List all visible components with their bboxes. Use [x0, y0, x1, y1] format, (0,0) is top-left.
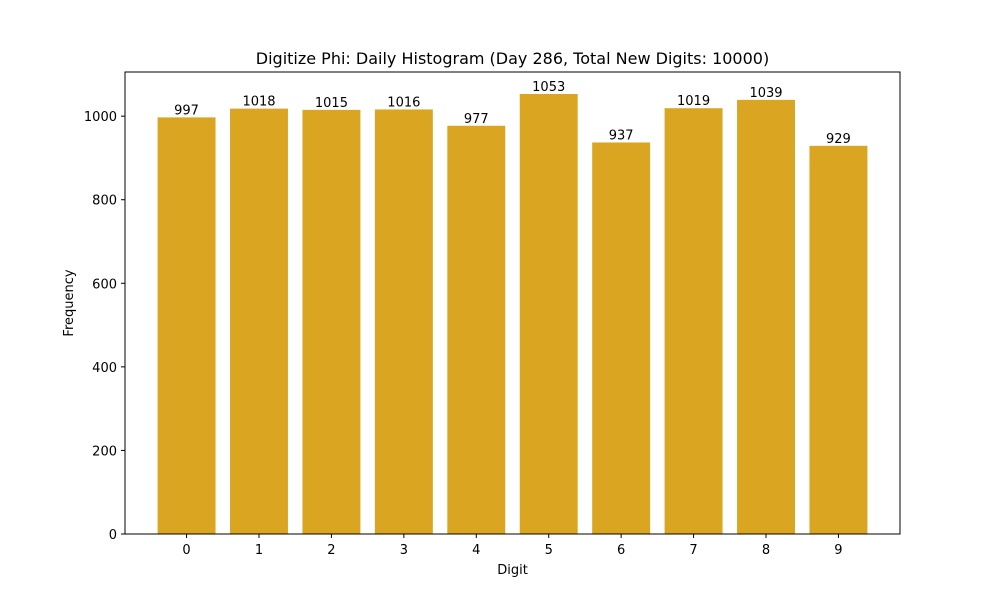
- x-tick-label: 6: [617, 543, 625, 558]
- bar-data-label: 997: [174, 103, 199, 118]
- bar-digit-6: [592, 142, 651, 534]
- x-tick-label: 9: [834, 543, 842, 558]
- x-tick-label: 4: [472, 543, 480, 558]
- x-tick-label: 3: [400, 543, 408, 558]
- y-tick-label: 800: [92, 194, 117, 209]
- x-tick-label: 8: [762, 543, 770, 558]
- bar-digit-3: [374, 109, 433, 535]
- x-axis-label: Digit: [497, 563, 528, 578]
- bar-data-label: 977: [464, 112, 489, 127]
- bar-digit-2: [302, 109, 361, 534]
- x-tick-label: 1: [255, 543, 263, 558]
- x-tick-label: 2: [327, 543, 335, 558]
- y-tick-label: 600: [92, 277, 117, 292]
- bar-data-label: 1039: [749, 86, 782, 101]
- y-tick-label: 400: [92, 361, 117, 376]
- bar-data-label: 1015: [315, 96, 348, 111]
- bar-digit-8: [737, 99, 795, 535]
- bar-digit-1: [230, 108, 288, 534]
- bar-data-label: 1053: [532, 80, 565, 95]
- bar-digit-5: [519, 94, 578, 534]
- bar-digit-4: [447, 125, 506, 534]
- bar-data-label: 1018: [242, 95, 275, 110]
- bar-data-label: 929: [826, 132, 851, 147]
- bar-data-label: 1016: [387, 95, 420, 110]
- bar-digit-9: [809, 145, 868, 535]
- bar-digit-0: [157, 117, 216, 534]
- y-tick-label: 200: [92, 444, 117, 459]
- bar-digit-7: [664, 108, 723, 534]
- chart-title: Digitize Phi: Daily Histogram (Day 286, …: [256, 49, 769, 68]
- plot-frame: [124, 71, 901, 535]
- y-tick-label: 0: [109, 528, 117, 543]
- y-tick-label: 1000: [84, 110, 117, 125]
- bar-data-label: 1019: [677, 94, 710, 109]
- bar-data-label: 937: [609, 128, 634, 143]
- x-tick-label: 0: [182, 543, 190, 558]
- x-tick-label: 5: [545, 543, 553, 558]
- y-axis-label: Frequency: [62, 269, 77, 336]
- x-tick-label: 7: [689, 543, 697, 558]
